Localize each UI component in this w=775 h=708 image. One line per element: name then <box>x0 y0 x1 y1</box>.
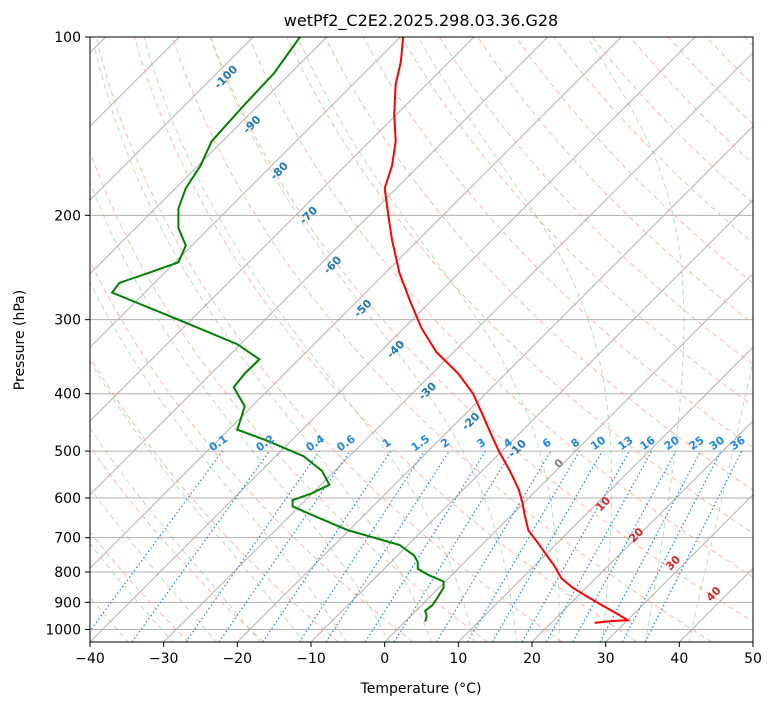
moist-adiabat <box>297 37 560 642</box>
y-tick-label: 600 <box>54 491 81 507</box>
isotherm <box>457 346 753 642</box>
series-line-dewpoint <box>110 37 445 622</box>
dry-adiabat <box>515 37 753 284</box>
mixing-ratio-line <box>393 450 513 642</box>
dry-adiabat <box>286 37 753 534</box>
dry-adiabat <box>133 37 638 642</box>
y-axis-label: Pressure (hPa) <box>12 290 28 390</box>
mixing-ratio-line <box>435 450 552 642</box>
isotherm <box>163 51 753 642</box>
dry-adiabat <box>171 37 712 642</box>
dry-adiabat <box>400 37 753 407</box>
moist-adiabat <box>209 37 518 642</box>
dry-adiabat <box>248 37 753 578</box>
x-tick-label: −30 <box>149 651 179 667</box>
mixing-ratio-line <box>185 450 320 642</box>
y-tick-label: 200 <box>54 208 81 224</box>
moist-adiabat <box>90 427 261 642</box>
y-tick-label: 800 <box>54 565 81 581</box>
moist-adiabat <box>417 37 612 642</box>
y-tick-label: 1000 <box>45 622 81 638</box>
chart-title: wetPf2_C2E2.2025.298.03.36.G28 <box>284 11 558 31</box>
x-tick-label: −20 <box>223 651 253 667</box>
isotherm <box>90 37 622 570</box>
x-tick-label: 20 <box>523 651 541 667</box>
moist-adiabat <box>143 37 475 642</box>
moist-adiabat <box>90 596 129 642</box>
dry-adiabat <box>90 150 488 642</box>
x-tick-label: 30 <box>597 651 615 667</box>
x-tick-label: 10 <box>449 651 467 667</box>
moist-adiabat <box>90 180 390 642</box>
mixing-ratio-line <box>572 450 677 642</box>
x-axis-label: Temperature (°C) <box>360 681 482 697</box>
isotherm <box>90 37 549 496</box>
y-axis: 100 200 300 400 500 600 700 800 900 1000 <box>45 30 90 638</box>
y-tick-label: 900 <box>54 595 81 611</box>
dry-adiabat <box>90 531 190 642</box>
dry-adiabat <box>90 445 264 642</box>
isotherm <box>90 37 254 201</box>
mixing-ratio-line <box>325 450 450 642</box>
moist-adiabat <box>586 37 685 642</box>
dry-adiabat <box>438 37 753 366</box>
mixing-ratio-line <box>545 450 653 642</box>
y-tick-label: 700 <box>54 531 81 547</box>
x-tick-label: −10 <box>296 651 326 667</box>
plot-frame <box>89 36 754 643</box>
mixing-ratio-line <box>521 450 631 642</box>
moist-adiabat <box>94 49 432 642</box>
x-tick-label: 40 <box>670 651 688 667</box>
x-axis: −40 −30 −20 −10 0 10 20 30 40 50 <box>75 642 762 667</box>
series-line-temperature <box>383 37 632 624</box>
mixing-ratio-line <box>466 450 580 642</box>
mixing-ratio-line <box>364 450 486 642</box>
isotherm <box>236 125 753 642</box>
y-tick-label: 500 <box>54 444 81 460</box>
dry-adiabat <box>90 356 339 642</box>
background-guide-lines <box>90 37 753 642</box>
x-tick-label: −40 <box>75 651 105 667</box>
sounding-series <box>110 37 632 624</box>
dry-adiabat <box>90 259 414 642</box>
y-tick-label: 400 <box>54 387 81 403</box>
isotherm <box>531 420 753 642</box>
x-tick-label: 50 <box>744 651 762 667</box>
y-tick-label: 100 <box>54 30 81 46</box>
moist-adiabat <box>90 542 174 642</box>
moist-adiabat <box>90 360 305 642</box>
isotherm <box>605 493 753 642</box>
moist-adiabat <box>90 281 347 642</box>
isotherm <box>90 37 696 642</box>
y-tick-label: 300 <box>54 313 81 329</box>
isotherm <box>90 37 328 275</box>
isotherm <box>384 272 753 642</box>
x-tick-label: 0 <box>380 651 389 667</box>
dry-adiabat <box>95 37 563 642</box>
isotherm <box>90 37 475 422</box>
isotherm <box>90 37 401 349</box>
dry-adiabat <box>210 37 753 623</box>
mixing-ratio-line <box>491 450 603 642</box>
